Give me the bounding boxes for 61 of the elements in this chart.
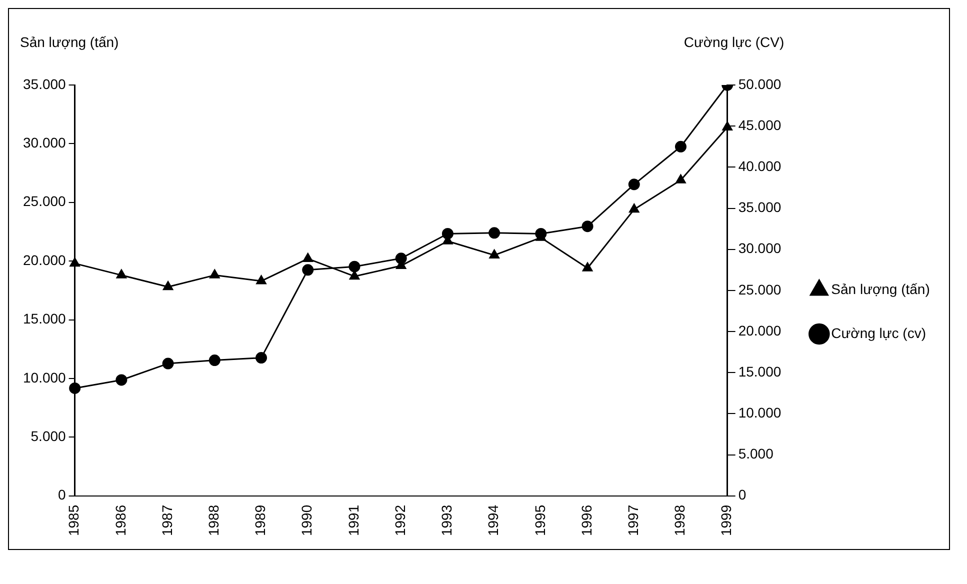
y-tick-label: 5.000 xyxy=(30,428,66,444)
point xyxy=(676,174,686,184)
point xyxy=(70,258,80,267)
x-tick-label: 1990 xyxy=(298,504,315,536)
y-tick-label: 0 xyxy=(58,486,66,503)
y-tick-label: 35.000 xyxy=(22,76,66,92)
point xyxy=(256,275,266,284)
point xyxy=(582,220,594,232)
point xyxy=(488,227,500,239)
y2-tick-label: 5.000 xyxy=(738,446,774,462)
point xyxy=(302,252,313,262)
x-tick-label: 1994 xyxy=(485,504,502,536)
point xyxy=(674,140,686,152)
y2-tick-label: 40.000 xyxy=(738,158,782,174)
y2-tick-label: 0 xyxy=(738,486,746,503)
x-tick-label: 1996 xyxy=(578,504,594,536)
y2-tick-label: 25.000 xyxy=(738,281,782,298)
y2-tick-label: 35.000 xyxy=(738,199,782,216)
point xyxy=(628,178,640,190)
x-tick-label: 1985 xyxy=(66,504,82,536)
y-tick-label: 10.000 xyxy=(22,369,66,386)
x-tick-label: 1988 xyxy=(206,504,222,536)
point xyxy=(116,269,127,278)
point xyxy=(162,281,174,290)
point xyxy=(629,204,640,213)
legend-label: Sản lượng (tấn) xyxy=(831,280,930,297)
x-tick-label: 1989 xyxy=(252,504,268,536)
point xyxy=(489,249,500,258)
y-tick-label: 15.000 xyxy=(22,310,66,327)
point xyxy=(162,358,174,370)
point xyxy=(302,264,314,276)
point xyxy=(210,269,220,278)
y2-tick-label: 20.000 xyxy=(738,322,782,338)
y2-tick-label: 50.000 xyxy=(738,76,782,92)
x-tick-label: 1999 xyxy=(718,504,734,536)
x-tick-label: 1992 xyxy=(392,504,408,536)
y2-tick-label: 10.000 xyxy=(738,404,782,421)
legend-label: Cường lực (cv) xyxy=(831,324,926,341)
y2-axis-title: Cường lực (CV) xyxy=(684,34,784,50)
y2-tick-label: 45.000 xyxy=(738,116,782,133)
y2-tick-label: 30.000 xyxy=(738,240,782,256)
x-tick-label: 1987 xyxy=(158,504,175,536)
point xyxy=(348,260,360,272)
point xyxy=(582,262,593,272)
point xyxy=(116,374,128,386)
x-tick-label: 1993 xyxy=(438,504,455,536)
y-axis-title: Sản lượng (tấn) xyxy=(20,34,119,50)
point xyxy=(208,354,220,366)
y-tick-label: 30.000 xyxy=(22,134,66,151)
point xyxy=(69,382,81,394)
y2-tick-label: 15.000 xyxy=(738,363,782,380)
y-tick-label: 20.000 xyxy=(22,252,66,268)
x-tick-label: 1986 xyxy=(112,504,128,536)
point xyxy=(722,122,732,131)
x-tick-label: 1991 xyxy=(345,504,362,536)
x-tick-label: 1995 xyxy=(532,504,548,536)
x-tick-label: 1998 xyxy=(672,504,688,536)
point xyxy=(256,352,268,364)
x-tick-label: 1997 xyxy=(624,504,641,536)
y-tick-label: 25.000 xyxy=(22,193,66,210)
point xyxy=(349,270,360,280)
